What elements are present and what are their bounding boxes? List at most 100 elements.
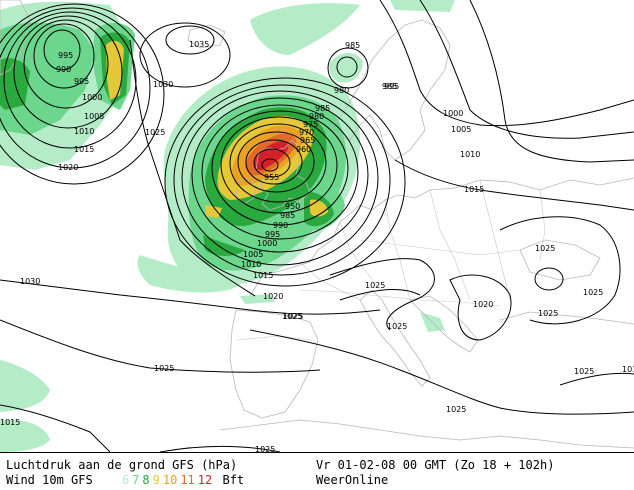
isobar-label: 1005 [451, 125, 471, 134]
isobar [139, 22, 231, 88]
beaufort-level-9: 9 [152, 473, 160, 487]
isobar [33, 23, 95, 89]
coastline-ireland [235, 178, 257, 205]
isobar-label: 1020 [473, 300, 493, 309]
isobar [559, 372, 634, 386]
country-border [299, 289, 501, 307]
isobar-label: 1025 [535, 244, 555, 253]
border-layer [235, 179, 546, 341]
isobar-label: 1025 [255, 445, 275, 452]
isobar-label: 1020 [263, 292, 283, 301]
isobar [419, 0, 634, 139]
isobar [449, 274, 512, 341]
isobar [173, 84, 391, 276]
coastline-turkey [499, 311, 634, 325]
beaufort-level-6: 6 [121, 473, 130, 487]
isobar-layer [0, 0, 634, 452]
map-title: Luchtdruk aan de grond GFS (hPa) [6, 458, 238, 472]
isobar-label: 955 [264, 173, 279, 182]
isobar-label: 1000 [82, 93, 102, 102]
country-border [359, 239, 521, 256]
isobar [534, 267, 564, 291]
isobar [164, 77, 406, 287]
isobar [499, 216, 621, 325]
isobar [0, 279, 381, 315]
isobar [237, 131, 315, 193]
isobar [394, 159, 634, 211]
isobar [129, 39, 256, 297]
country-border [235, 335, 313, 341]
isobar-label: 990 [56, 65, 71, 74]
isobar [0, 7, 151, 169]
coastline-balkans [409, 295, 479, 353]
isobar [191, 97, 369, 253]
isobar [0, 319, 321, 373]
isobar [13, 15, 123, 129]
wind-area-bft8 [203, 235, 245, 256]
isobar-label: 1025 [283, 312, 303, 321]
isobar [329, 258, 435, 331]
isobar-label: 1025 [574, 367, 594, 376]
coastline-iberia [229, 309, 319, 419]
coastline-black-sea [519, 239, 601, 281]
beaufort-level-12: 12 [197, 473, 213, 487]
isobar-label: 985 [280, 211, 295, 220]
isobar-label: 965 [300, 136, 315, 145]
isobar-label: 1015 [74, 145, 94, 154]
isobar [220, 116, 338, 214]
isobar-label: 960 [296, 145, 311, 154]
coastline-greenland [0, 0, 31, 76]
isobar-label: 1025 [145, 128, 165, 137]
isobar-label: 1030 [153, 80, 173, 89]
wind-area-bft6 [0, 360, 50, 412]
isobar-label: 1025 [538, 309, 558, 318]
isobar-label: 1025 [387, 322, 407, 331]
isobar [253, 148, 291, 178]
beaufort-level-11: 11 [180, 473, 195, 487]
isobar-label: 980 [334, 86, 349, 95]
isobar [379, 0, 634, 127]
isobar-label: 985 [315, 104, 330, 113]
isobar-label: 950 [285, 202, 300, 211]
isobar-label: 985 [382, 82, 397, 91]
isobar-label: 990 [273, 221, 288, 230]
isobar-label: 995 [74, 77, 89, 86]
wind-area-bft6 [137, 255, 240, 293]
coastline-british-isles [255, 139, 311, 211]
coastline-north-africa [219, 419, 634, 449]
isobar-label: 1030 [20, 277, 40, 286]
isobar [469, 0, 634, 163]
beaufort-level-8: 8 [142, 473, 150, 487]
isobar-label: 995 [58, 51, 73, 60]
isobar-label: 1025 [583, 288, 603, 297]
isobar-label: 980 [309, 112, 324, 121]
isobar-label: 1010 [241, 260, 261, 269]
beaufort-level-7: 7 [132, 473, 140, 487]
isobar-label: 995 [384, 82, 399, 91]
coastline-layer [0, 0, 634, 449]
country-border [384, 199, 411, 301]
country-border [299, 261, 361, 301]
isobar-label: 1005 [243, 250, 263, 259]
beaufort-level-10: 10 [162, 473, 178, 487]
isobar [23, 19, 109, 109]
isobar-label: 1015 [253, 271, 273, 280]
country-border [479, 179, 511, 301]
wind-area-bft9 [205, 205, 222, 218]
coastline-iceland [187, 24, 226, 49]
isobar [339, 289, 421, 301]
country-border [539, 189, 546, 261]
isobar-label: 1005 [84, 112, 104, 121]
isobar-label: 985 [345, 41, 360, 50]
source-credit: WeerOnline [316, 473, 389, 487]
isobar-label: 970 [299, 128, 314, 137]
isobar-labels: 995 990 995 1000 1005 1010 1015 1020 103… [0, 40, 634, 452]
forecast-time: Vr 01-02-08 00 GMT (Zo 18 + 102h) [316, 458, 555, 472]
wind-area-bft7 [0, 22, 95, 135]
isobar-label: 1025 [282, 312, 302, 321]
country-border [339, 221, 381, 291]
isobar-label: 1010 [622, 365, 634, 374]
isobar-label: 995 [265, 230, 280, 239]
isobar [245, 139, 303, 185]
